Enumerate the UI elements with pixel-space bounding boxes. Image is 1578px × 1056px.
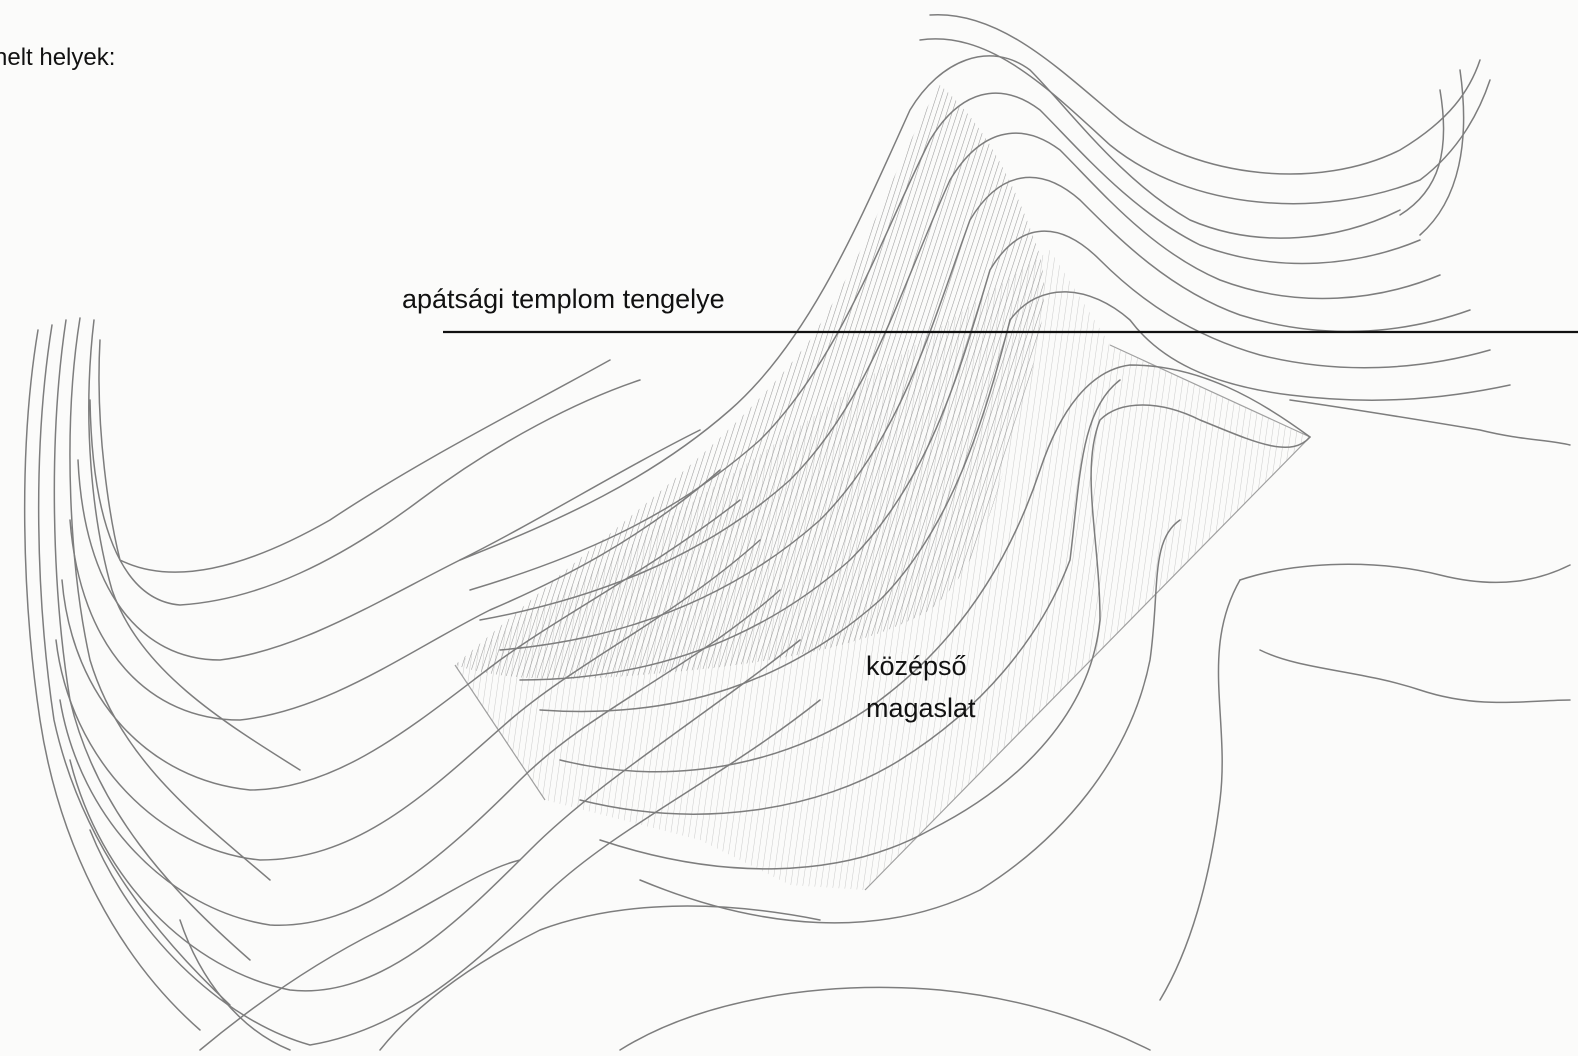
contour-line [1289, 399, 1571, 446]
contour-line [199, 859, 521, 1051]
contour-line [1239, 563, 1571, 584]
hatched-slope-dark [455, 85, 1045, 679]
contour-line [929, 14, 1481, 175]
contour-line [499, 176, 1471, 651]
contour-line [379, 905, 821, 1051]
contour-line [55, 539, 761, 861]
hill-label: középső magaslat [866, 645, 976, 729]
contour-line [469, 92, 1421, 591]
contour-line [619, 986, 1151, 1051]
contour-line [459, 55, 1401, 561]
hill-label-line2: magaslat [866, 693, 976, 723]
contour-line [59, 589, 781, 926]
contour-line [1399, 69, 1465, 236]
contour-line [61, 499, 741, 791]
contour-line [599, 404, 1311, 870]
hill-label-line1: középső [866, 651, 967, 681]
axis-label: apátsági templom tengelye [402, 284, 725, 314]
contour-line [479, 132, 1441, 621]
contour-line [179, 919, 291, 1051]
contour-line [98, 339, 611, 573]
contour-line [37, 324, 231, 1006]
contour-line [539, 291, 1511, 713]
contour-line [1259, 649, 1571, 704]
contour-line [77, 429, 701, 661]
contour-line [639, 519, 1181, 924]
contour-line [69, 639, 801, 992]
contour-line [559, 364, 1311, 773]
contour-line [89, 379, 641, 606]
contour-line [69, 317, 271, 881]
contour-line [69, 469, 721, 721]
contour-line [23, 329, 201, 1031]
hatched-area-outline [454, 344, 1311, 891]
contour-line [519, 230, 1491, 681]
contour-line [88, 319, 301, 771]
contour-line [1159, 579, 1241, 1001]
contour-line [919, 38, 1491, 205]
contour-line [579, 379, 1121, 815]
contour-lines [23, 14, 1571, 1051]
corner-label: helt helyek: [0, 44, 116, 71]
